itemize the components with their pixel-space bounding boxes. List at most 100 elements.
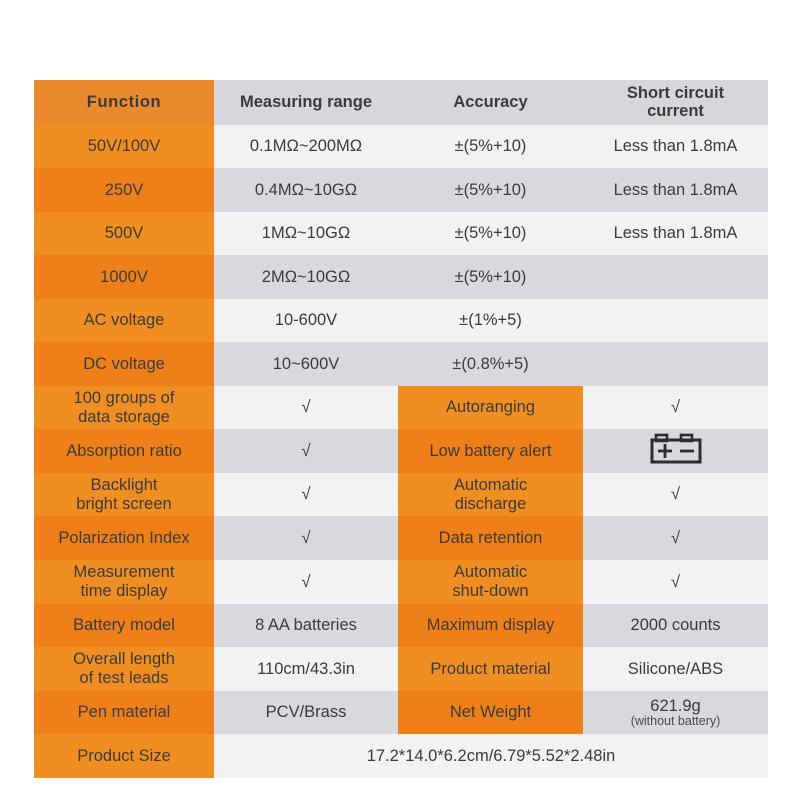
feature-left-value-4-text: √ bbox=[301, 572, 311, 591]
spec-sheet: Function Measuring range Accuracy Short cir… bbox=[34, 80, 768, 778]
feature-left-value-1-text: √ bbox=[301, 441, 311, 460]
car-battery-icon bbox=[650, 433, 702, 469]
feature-left-label-3-line-1: Polarization Index bbox=[58, 529, 190, 548]
range-measuring-5: 10~600V bbox=[214, 342, 398, 386]
feature-left-label-6-line-1: Overall length bbox=[73, 650, 175, 669]
range-row: 1000V 2MΩ~10GΩ ±(5%+10) bbox=[34, 255, 768, 299]
feature-right-value-3: √ bbox=[583, 516, 768, 561]
feature-left-label-1-line-1: Absorption ratio bbox=[66, 441, 182, 460]
feature-left-value-7-text: PCV/Brass bbox=[265, 703, 347, 722]
feature-left-label-0-line-1: 100 groups of bbox=[73, 389, 175, 408]
feature-left-label-4-line-2: time display bbox=[80, 581, 168, 600]
feature-row: Polarization Index √ Data retention √ bbox=[34, 516, 768, 561]
feature-right-value-6-text: Silicone/ABS bbox=[627, 659, 724, 678]
range-short-circuit-0: Less than 1.8mA bbox=[583, 124, 768, 169]
feature-left-label-7: Pen material bbox=[34, 690, 214, 735]
feature-left-value-6-text: 110cm/43.3in bbox=[257, 659, 355, 678]
feature-right-value-6: Silicone/ABS bbox=[583, 647, 768, 691]
range-function-4-text: AC voltage bbox=[83, 311, 165, 330]
range-function-3-text: 1000V bbox=[100, 267, 148, 286]
header-accuracy-text: Accuracy bbox=[453, 93, 528, 112]
feature-right-label-2-line-1: Automatic bbox=[453, 476, 528, 495]
range-function-0: 50V/100V bbox=[34, 124, 214, 169]
range-short-circuit-3 bbox=[583, 255, 768, 299]
feature-right-value-sub-7: (without battery) bbox=[630, 714, 721, 729]
range-accuracy-1: ±(5%+10) bbox=[398, 168, 583, 212]
feature-right-label-0: Autoranging bbox=[398, 385, 583, 430]
feature-left-label-6-line-2: of test leads bbox=[79, 668, 169, 687]
product-size-row: Product Size 17.2*14.0*6.2cm/6.79*5.52*2.… bbox=[34, 734, 768, 778]
range-function-2-text: 500V bbox=[104, 224, 144, 243]
header-measuring-range-text: Measuring range bbox=[239, 93, 373, 112]
range-short-circuit-2-text: Less than 1.8mA bbox=[613, 224, 738, 243]
range-accuracy-4: ±(1%+5) bbox=[398, 298, 583, 343]
product-size-value: 17.2*14.0*6.2cm/6.79*5.52*2.48in bbox=[214, 734, 768, 778]
range-function-2: 500V bbox=[34, 211, 214, 256]
range-measuring-4: 10-600V bbox=[214, 298, 398, 343]
header-short-circuit-current: Short circuit current bbox=[583, 80, 768, 125]
table-body: Function Measuring range Accuracy Short cir… bbox=[34, 80, 768, 778]
table-header-row: Function Measuring range Accuracy Short cir… bbox=[34, 80, 768, 125]
feature-right-value-5-text: 2000 counts bbox=[630, 616, 721, 635]
feature-right-value-4: √ bbox=[583, 560, 768, 604]
range-accuracy-5-text: ±(0.8%+5) bbox=[452, 354, 529, 373]
header-accuracy: Accuracy bbox=[398, 80, 583, 125]
range-row: AC voltage 10-600V ±(1%+5) bbox=[34, 298, 768, 343]
feature-left-label-4: Measurement time display bbox=[34, 560, 214, 604]
feature-left-label-4-line-1: Measurement bbox=[73, 563, 175, 582]
feature-row: Overall length of test leads 110cm/43.3in P… bbox=[34, 647, 768, 691]
feature-row: Absorption ratio √ Low battery alert bbox=[34, 429, 768, 473]
product-size-value-text: 17.2*14.0*6.2cm/6.79*5.52*2.48in bbox=[366, 746, 616, 765]
feature-right-value-1 bbox=[583, 429, 768, 473]
feature-left-label-3: Polarization Index bbox=[34, 516, 214, 561]
range-function-5: DC voltage bbox=[34, 342, 214, 386]
feature-right-value-0: √ bbox=[583, 385, 768, 430]
feature-left-label-2-line-2: bright screen bbox=[76, 494, 172, 513]
feature-right-label-4: Automatic shut-down bbox=[398, 560, 583, 604]
feature-row: Measurement time display √ Automatic shut-do… bbox=[34, 560, 768, 604]
range-function-0-text: 50V/100V bbox=[87, 137, 161, 156]
header-short-circuit-current-line-1: Short circuit bbox=[626, 83, 725, 102]
product-size-label: Product Size bbox=[34, 734, 214, 778]
range-accuracy-3-text: ±(5%+10) bbox=[454, 267, 527, 286]
feature-right-label-6: Product material bbox=[398, 647, 583, 691]
range-measuring-0: 0.1MΩ~200MΩ bbox=[214, 124, 398, 169]
feature-right-label-7: Net Weight bbox=[398, 690, 583, 735]
feature-left-label-0: 100 groups of data storage bbox=[34, 385, 214, 430]
product-size-label-text: Product Size bbox=[77, 746, 171, 765]
feature-left-label-6: Overall length of test leads bbox=[34, 647, 214, 691]
feature-right-value-main-7: 621.9g bbox=[650, 696, 701, 715]
range-measuring-1-text: 0.4MΩ~10GΩ bbox=[254, 180, 358, 199]
range-measuring-5-text: 10~600V bbox=[272, 354, 340, 373]
header-function: Function bbox=[34, 80, 214, 125]
feature-right-value-0-text: √ bbox=[670, 398, 681, 417]
range-function-1-text: 250V bbox=[104, 180, 144, 199]
feature-right-label-5: Maximum display bbox=[398, 603, 583, 648]
feature-right-value-3-text: √ bbox=[670, 529, 681, 548]
feature-left-label-2: Backlight bright screen bbox=[34, 472, 214, 517]
range-row: 50V/100V 0.1MΩ~200MΩ ±(5%+10) Less than 1.8… bbox=[34, 124, 768, 169]
feature-right-value-2-text: √ bbox=[670, 485, 681, 504]
feature-right-label-7-line-1: Net Weight bbox=[449, 703, 532, 722]
feature-left-value-0: √ bbox=[214, 385, 398, 430]
feature-left-label-5: Battery model bbox=[34, 603, 214, 648]
range-row: 250V 0.4MΩ~10GΩ ±(5%+10) Less than 1.8mA bbox=[34, 168, 768, 212]
range-function-4: AC voltage bbox=[34, 298, 214, 343]
feature-left-value-0-text: √ bbox=[301, 398, 311, 417]
range-accuracy-4-text: ±(1%+5) bbox=[459, 311, 522, 330]
feature-left-value-2: √ bbox=[214, 472, 398, 517]
range-accuracy-5: ±(0.8%+5) bbox=[398, 342, 583, 386]
feature-right-label-1-line-1: Low battery alert bbox=[429, 441, 552, 460]
range-accuracy-2: ±(5%+10) bbox=[398, 211, 583, 256]
feature-left-value-1: √ bbox=[214, 429, 398, 473]
feature-right-label-6-line-1: Product material bbox=[430, 659, 551, 678]
range-short-circuit-5 bbox=[583, 342, 768, 386]
range-short-circuit-1: Less than 1.8mA bbox=[583, 168, 768, 212]
range-accuracy-0-text: ±(5%+10) bbox=[454, 137, 527, 156]
feature-right-label-2: Automatic discharge bbox=[398, 472, 583, 517]
range-short-circuit-4 bbox=[583, 298, 768, 343]
feature-left-value-6: 110cm/43.3in bbox=[214, 647, 398, 691]
feature-row: Pen material PCV/Brass Net Weight 621.9g (wi… bbox=[34, 690, 768, 735]
feature-right-label-4-line-1: Automatic bbox=[453, 563, 528, 582]
range-measuring-2-text: 1MΩ~10GΩ bbox=[261, 224, 351, 243]
